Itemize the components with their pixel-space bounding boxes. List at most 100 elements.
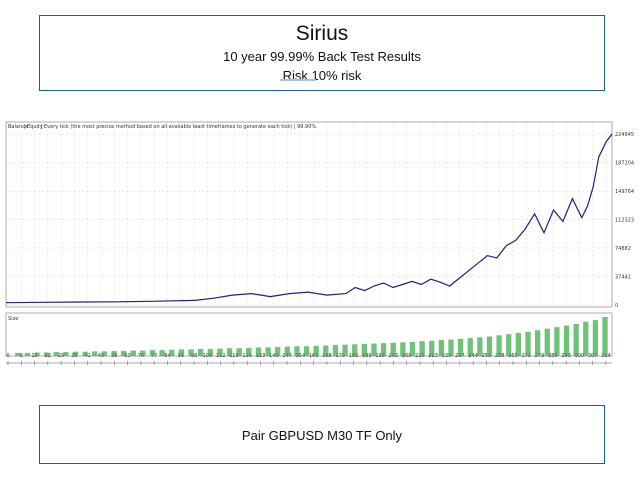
- size-bar: [400, 342, 406, 356]
- size-bar: [198, 348, 204, 356]
- size-bar: [583, 321, 589, 356]
- size-bar: [149, 350, 156, 356]
- x-tick-label: 84: [164, 353, 170, 359]
- size-bar: [371, 343, 377, 356]
- footer-text: Pair GBPUSD M30 TF Only: [241, 428, 403, 443]
- legend-separator: |: [41, 124, 43, 130]
- x-tick-label: 29: [58, 353, 64, 359]
- size-bar: [554, 327, 560, 356]
- size-bar: [265, 347, 271, 356]
- size-bar: [275, 347, 281, 356]
- x-tick-label: 251: [482, 353, 492, 359]
- grid-layer: [6, 122, 612, 307]
- x-tick-label: 286: [548, 353, 558, 359]
- legend-note: Every tick (the most precise method base…: [44, 124, 316, 130]
- size-bar: [323, 345, 329, 356]
- size-bar: [15, 352, 21, 356]
- size-bar: [332, 345, 339, 356]
- size-bar: [34, 352, 40, 356]
- size-bar: [101, 351, 108, 356]
- y-tick-label: 112323: [615, 218, 634, 224]
- x-tick-label: 244: [468, 353, 478, 359]
- size-bar: [188, 349, 194, 356]
- x-tick-label: 154: [296, 353, 306, 359]
- x-tick-label: 209: [402, 353, 412, 359]
- size-bar: [563, 325, 570, 356]
- size-bar: [525, 331, 531, 356]
- size-bar: [294, 346, 300, 356]
- y-tick-label: 0: [615, 303, 618, 309]
- page-title: Sirius: [295, 22, 349, 45]
- y-axis: 224945 187204 149764 112323 74882 37441 0: [615, 132, 634, 309]
- y-tick-label: 37441: [615, 275, 631, 281]
- size-bar: [448, 339, 454, 356]
- size-bar: [43, 352, 50, 356]
- plot-frame: [5, 121, 613, 364]
- y-tick-label: 187204: [615, 161, 634, 167]
- size-bar: [573, 324, 579, 356]
- size-bar: [352, 344, 358, 356]
- size-bar: [506, 334, 512, 356]
- size-bar: [169, 349, 175, 356]
- footer-box: Pair GBPUSD M30 TF Only: [39, 405, 605, 464]
- size-bar: [255, 347, 262, 356]
- size-bar: [429, 340, 435, 356]
- size-panel-label: Size: [8, 316, 18, 322]
- size-bar: [120, 350, 127, 356]
- size-bar: [342, 344, 348, 356]
- size-bar: [178, 349, 185, 356]
- size-bar: [419, 341, 425, 356]
- page-subtitle: 10 year 99.99% Back Test Results: [223, 49, 421, 64]
- x-tick-label: 175: [335, 353, 345, 359]
- size-bars: [15, 317, 608, 356]
- size-bar: [477, 337, 483, 356]
- size-bar: [63, 352, 69, 356]
- size-bar: [72, 351, 79, 356]
- size-bar: [82, 351, 88, 356]
- size-bar: [534, 330, 541, 356]
- legend-equity: Equity: [27, 124, 43, 130]
- size-bar: [24, 352, 31, 356]
- x-tick-label: 140: [269, 353, 279, 359]
- size-bar: [303, 346, 310, 356]
- size-bar: [457, 338, 464, 356]
- size-bar: [284, 346, 290, 356]
- size-bar: [409, 341, 416, 356]
- size-bar: [496, 335, 502, 356]
- legend-balance: Balance: [8, 124, 28, 130]
- y-tick-label: 149764: [615, 189, 634, 195]
- x-tick-label: 105: [203, 353, 213, 359]
- y-tick-label: 74882: [615, 246, 631, 252]
- y-tick-label: 224945: [615, 132, 634, 138]
- size-bar: [236, 348, 242, 356]
- legend-separator: |: [24, 124, 26, 130]
- size-bar: [130, 350, 136, 356]
- size-bar: [544, 328, 550, 356]
- size-bar: [390, 342, 396, 356]
- size-bar: [515, 332, 522, 356]
- x-tick-label: 0: [6, 353, 9, 359]
- x-tick-label: 8: [20, 353, 23, 359]
- size-bar: [159, 350, 165, 356]
- size-bar: [313, 345, 319, 356]
- size-bar: [53, 352, 59, 356]
- size-bar: [246, 347, 252, 356]
- size-bar: [602, 317, 608, 356]
- header-box: Sirius 10 year 99.99% Back Test Results …: [39, 15, 605, 91]
- x-tick-label: 307: [588, 353, 598, 359]
- x-tick-label: 230: [442, 353, 452, 359]
- balance-line: [5, 133, 613, 304]
- x-tick-label: 49: [98, 353, 104, 359]
- size-bar: [92, 351, 98, 356]
- size-bar: [438, 340, 444, 356]
- x-tick-label: 265: [508, 353, 518, 359]
- size-bar: [140, 350, 146, 356]
- main-plot-border: [5, 121, 613, 308]
- x-tick-label: 196: [375, 353, 385, 359]
- x-tick-label: 63: [124, 353, 130, 359]
- backtest-chart: Balance | Equity | Every tick (the most …: [5, 121, 634, 365]
- size-bar: [226, 348, 233, 356]
- x-tick-label: 119: [229, 353, 239, 359]
- size-bar: [111, 350, 117, 356]
- risk-text: Risk 10% risk: [282, 68, 362, 83]
